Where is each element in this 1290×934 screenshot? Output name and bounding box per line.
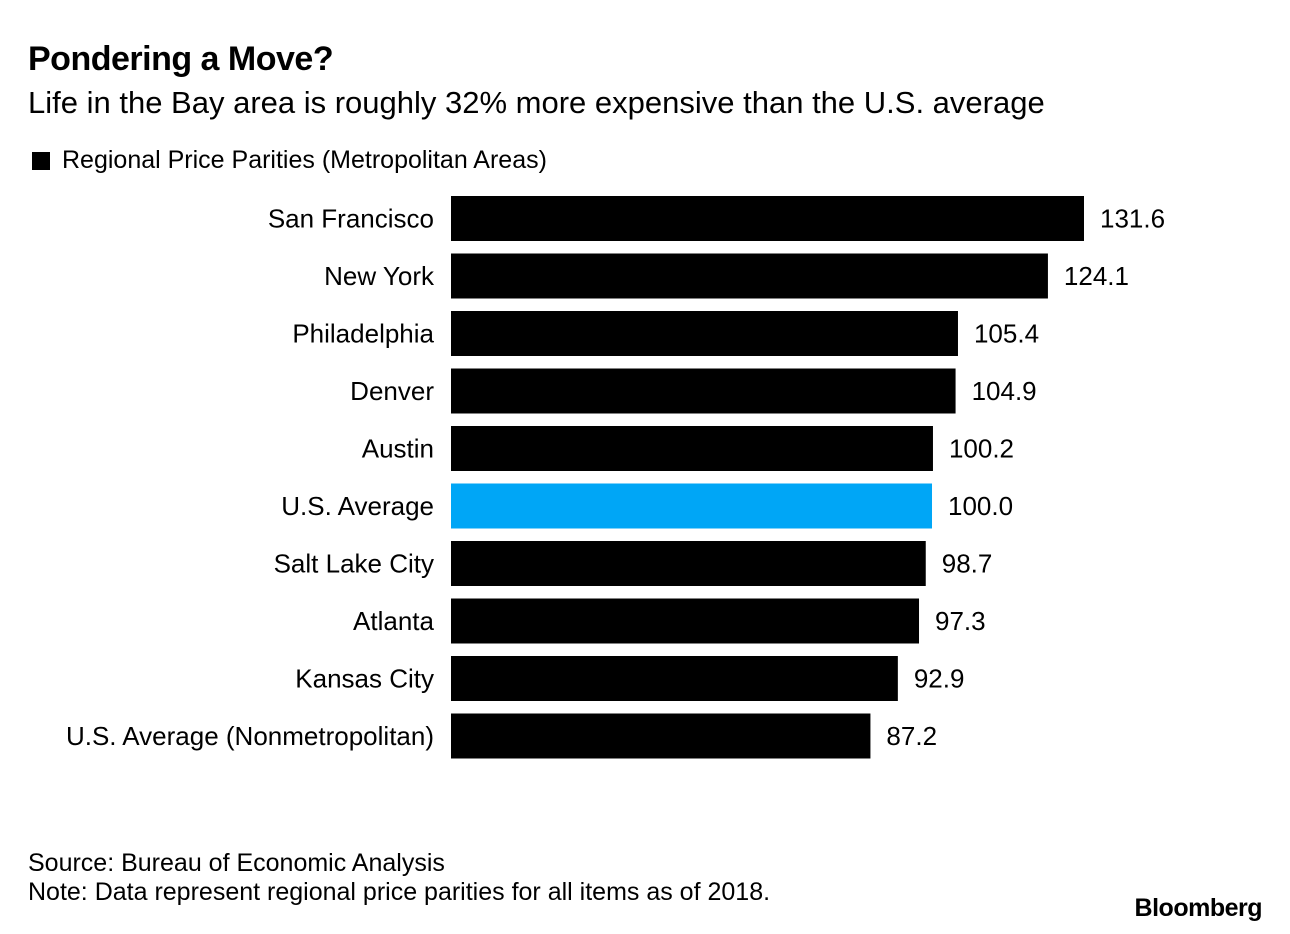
value-label: 98.7 <box>942 549 993 579</box>
category-label: Austin <box>362 434 434 464</box>
value-label: 104.9 <box>972 376 1037 406</box>
category-label: Kansas City <box>295 664 434 694</box>
bloomberg-logo: Bloomberg <box>1134 894 1263 922</box>
value-label: 131.6 <box>1100 204 1165 234</box>
bar <box>451 368 956 414</box>
value-label: 105.4 <box>974 319 1039 349</box>
value-label: 100.2 <box>949 434 1014 464</box>
legend-swatch <box>32 151 50 170</box>
legend: Regional Price Parities (Metropolitan Ar… <box>32 146 547 175</box>
value-label: 87.2 <box>886 721 937 751</box>
value-label: 100.0 <box>948 491 1013 521</box>
category-label: Atlanta <box>353 606 434 636</box>
value-label: 124.1 <box>1064 261 1129 291</box>
value-label: 92.9 <box>914 664 965 694</box>
bar <box>451 253 1048 299</box>
source-note: Source: Bureau of Economic Analysis <box>28 849 445 877</box>
value-label: 97.3 <box>935 606 986 636</box>
chart-title: Pondering a Move? <box>28 40 334 78</box>
category-label: U.S. Average <box>281 491 434 521</box>
category-label: New York <box>324 261 435 291</box>
data-note: Note: Data represent regional price pari… <box>28 878 771 906</box>
bar <box>451 598 920 644</box>
chart-subtitle: Life in the Bay area is roughly 32% more… <box>28 85 1045 120</box>
bar <box>451 311 958 356</box>
bar <box>451 656 898 701</box>
legend-label: Regional Price Parities (Metropolitan Ar… <box>62 146 547 174</box>
category-label: Salt Lake City <box>274 549 434 579</box>
bar-chart: San Francisco 131.6 New York 124.1 Philadelp… <box>66 196 1165 759</box>
bar <box>451 426 933 471</box>
category-label: Denver <box>350 376 434 406</box>
bar <box>451 541 926 586</box>
category-label: Philadelphia <box>292 319 434 349</box>
category-label: San Francisco <box>268 204 434 234</box>
category-label: U.S. Average (Nonmetropolitan) <box>66 721 434 751</box>
bar <box>451 713 871 759</box>
highlight-bar <box>451 483 933 529</box>
bar <box>451 196 1084 241</box>
